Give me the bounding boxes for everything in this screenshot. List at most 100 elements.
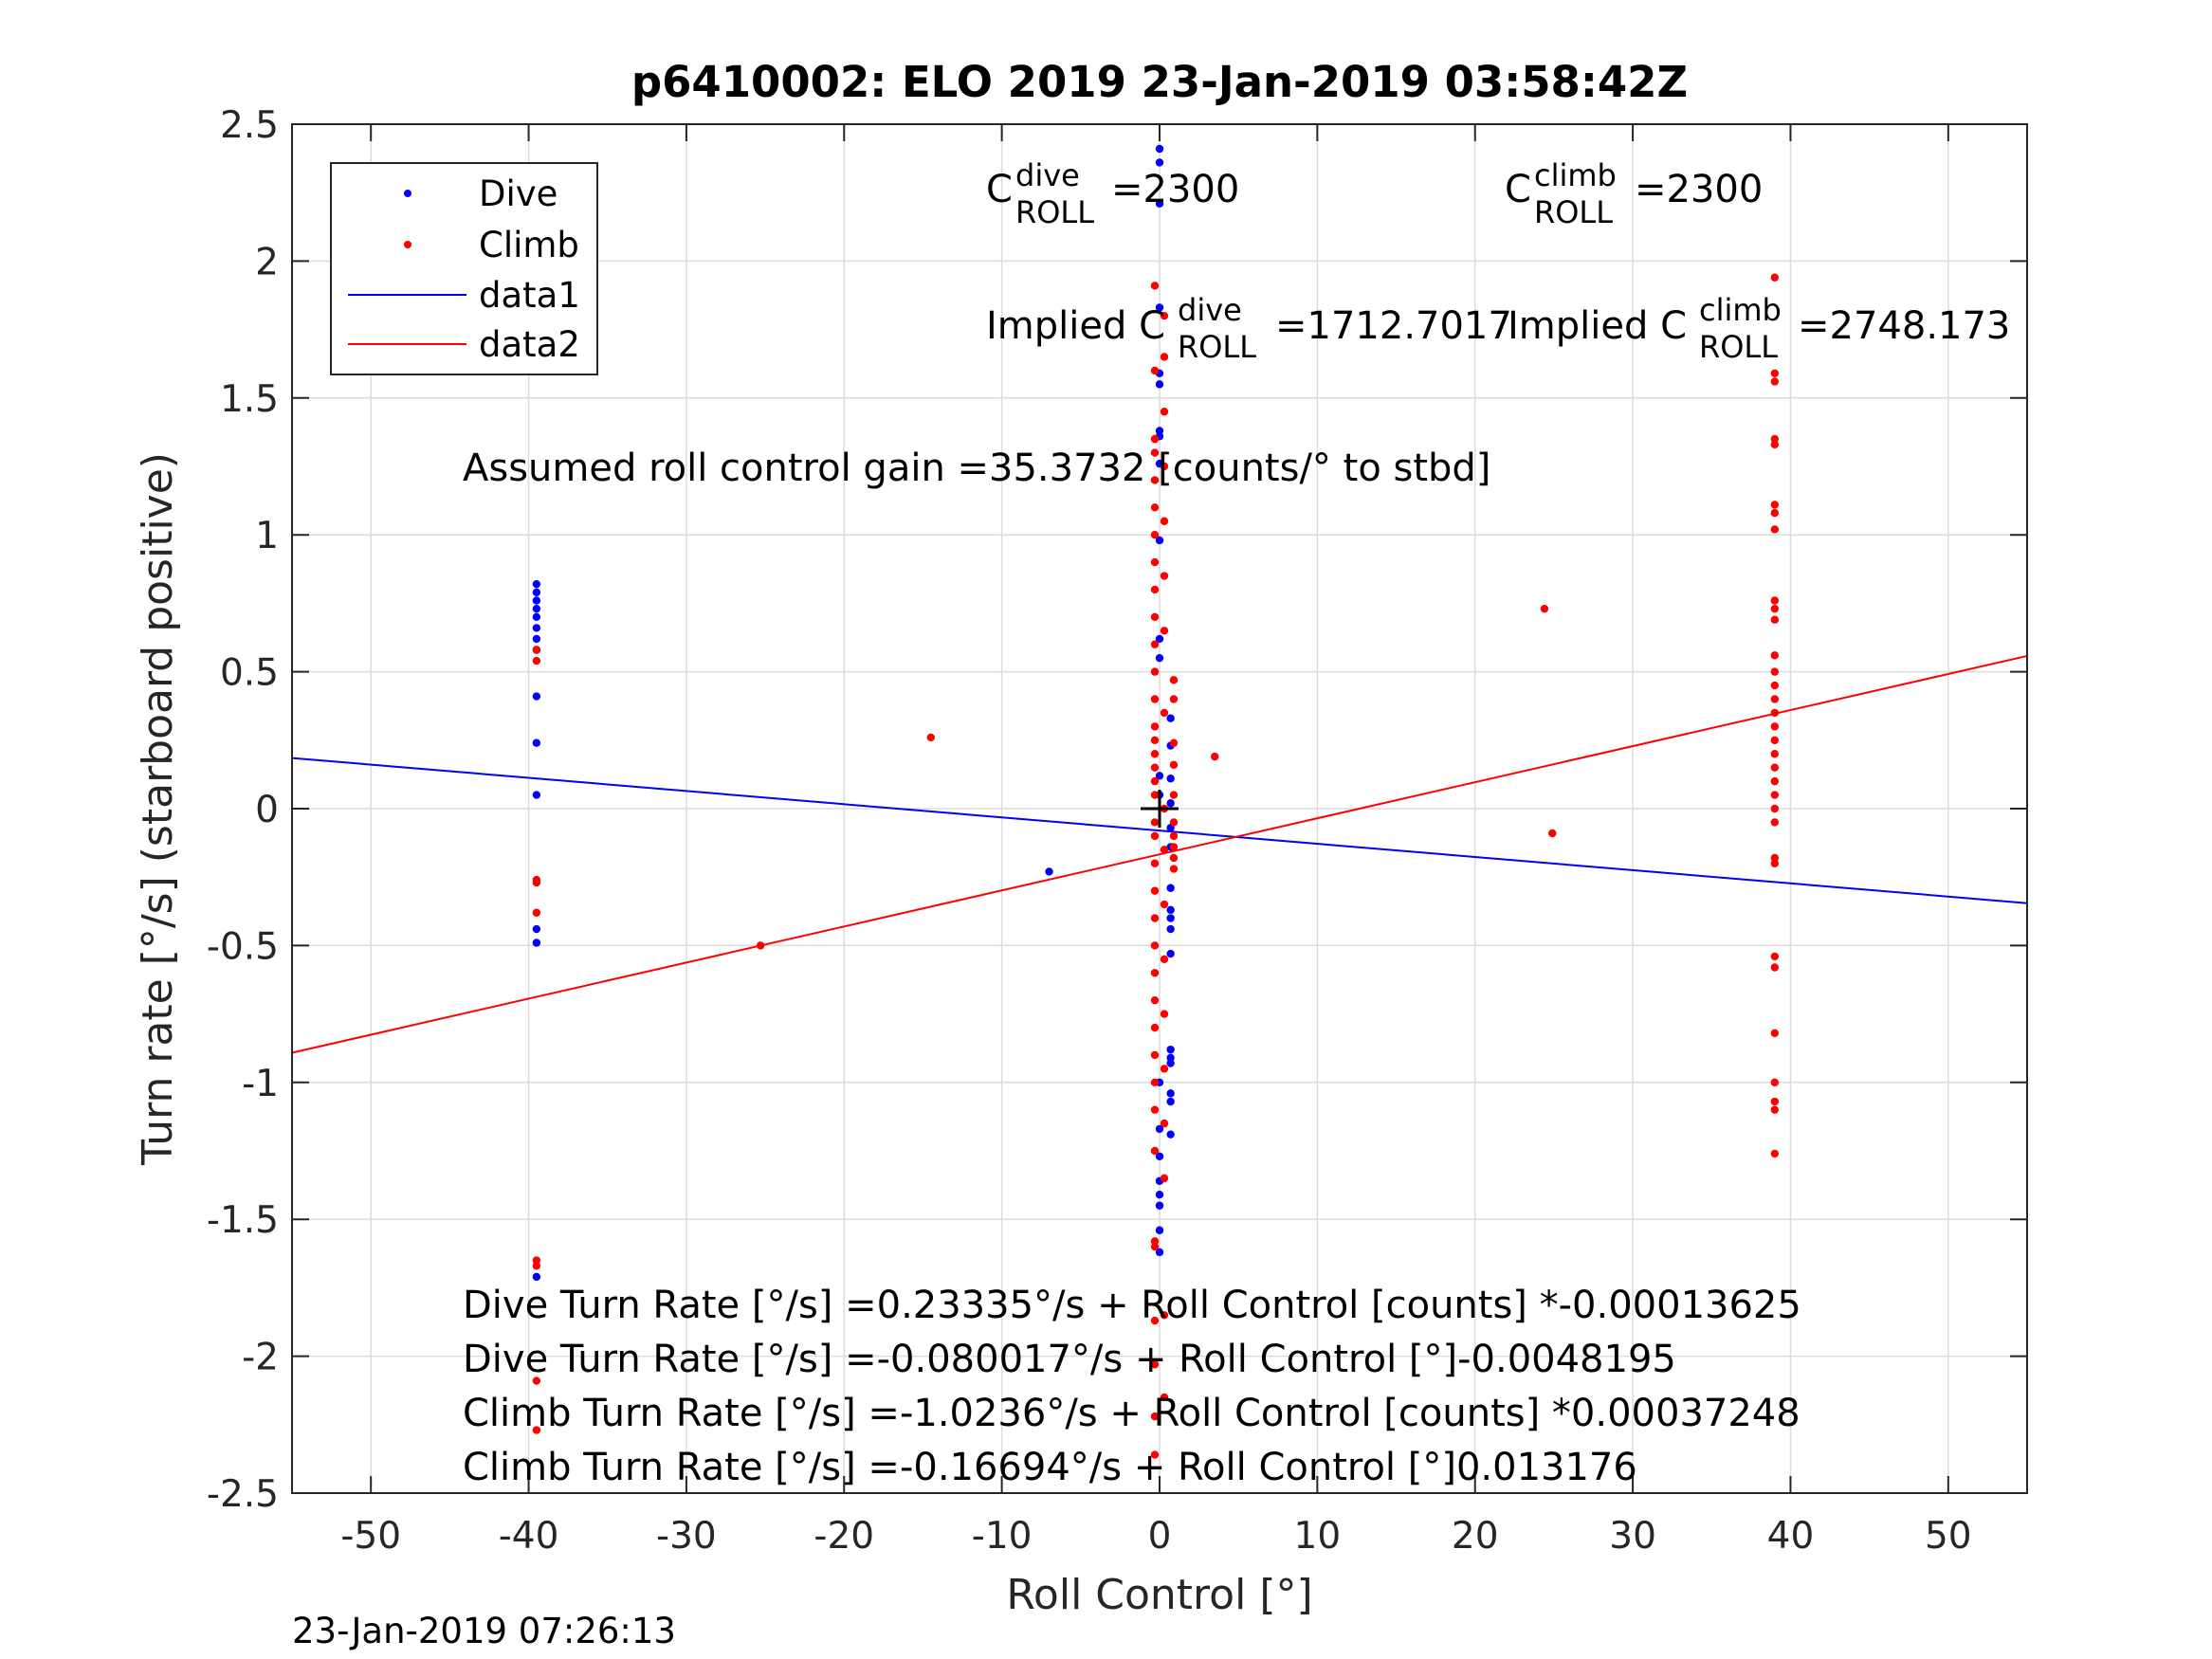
c-dive-sup: dive bbox=[1015, 157, 1080, 193]
point-climb bbox=[1160, 1119, 1169, 1128]
point-climb bbox=[1770, 369, 1780, 378]
point-climb bbox=[1160, 517, 1169, 525]
point-climb bbox=[1160, 462, 1169, 471]
point-climb bbox=[1169, 853, 1179, 863]
point-climb bbox=[1150, 1146, 1160, 1156]
point-climb bbox=[1160, 311, 1169, 320]
point-dive bbox=[1155, 1191, 1164, 1199]
implied-dive-annotation: Implied C dive ROLL =1712.7017 bbox=[986, 292, 1512, 365]
legend: Dive Climb data1 data2 bbox=[330, 162, 598, 375]
point-dive bbox=[1155, 158, 1164, 167]
legend-box bbox=[330, 162, 598, 375]
x-tick-label: 20 bbox=[1452, 1515, 1499, 1558]
point-climb bbox=[1150, 1316, 1160, 1325]
fit-line-data1 bbox=[291, 757, 2028, 904]
point-climb bbox=[1770, 1149, 1780, 1158]
point-climb bbox=[1160, 955, 1169, 964]
point-climb bbox=[1770, 273, 1780, 282]
point-dive bbox=[532, 588, 541, 597]
point-climb bbox=[1770, 1078, 1780, 1087]
origin-marker bbox=[1141, 790, 1179, 828]
point-climb bbox=[1770, 804, 1780, 813]
point-climb bbox=[1150, 969, 1160, 977]
data-points bbox=[532, 144, 1780, 1459]
point-dive bbox=[1155, 199, 1164, 208]
point-climb bbox=[1150, 282, 1160, 290]
point-dive bbox=[532, 624, 541, 632]
point-climb bbox=[1169, 676, 1179, 684]
point-climb bbox=[1150, 366, 1160, 375]
point-climb bbox=[1150, 1023, 1160, 1032]
point-climb bbox=[1150, 557, 1160, 567]
point-climb bbox=[1150, 791, 1160, 799]
implied-climb-prefix: Implied C bbox=[1508, 304, 1687, 348]
point-climb bbox=[1150, 695, 1160, 703]
point-dive bbox=[1166, 1045, 1175, 1054]
point-climb bbox=[1548, 829, 1557, 838]
point-climb bbox=[1169, 831, 1179, 841]
x-tick-label: -30 bbox=[656, 1515, 717, 1558]
point-climb bbox=[1160, 1010, 1169, 1018]
point-dive bbox=[532, 1272, 541, 1282]
svg-text:C: C bbox=[986, 168, 1013, 211]
point-climb bbox=[1150, 585, 1160, 594]
implied-dive-prefix: Implied C bbox=[986, 304, 1165, 348]
point-climb bbox=[1160, 900, 1169, 909]
y-tick-label: 2 bbox=[255, 241, 279, 283]
point-climb bbox=[1770, 952, 1780, 961]
point-dive bbox=[532, 634, 541, 644]
y-tick-label: -1.5 bbox=[207, 1199, 279, 1242]
point-climb bbox=[1770, 377, 1780, 386]
point-climb bbox=[1770, 708, 1780, 718]
point-dive bbox=[532, 596, 541, 605]
y-axis-label: Turn rate [°/s] (starboard positive) bbox=[134, 452, 182, 1166]
point-climb bbox=[1150, 448, 1160, 457]
point-climb bbox=[1770, 440, 1780, 449]
c-climb-value: =2300 bbox=[1635, 168, 1763, 211]
point-climb bbox=[532, 646, 541, 654]
c-dive-base: C bbox=[986, 168, 1013, 211]
point-climb bbox=[1150, 612, 1160, 622]
point-dive bbox=[1155, 1226, 1164, 1234]
point-climb bbox=[1150, 640, 1160, 648]
point-climb bbox=[1160, 627, 1169, 635]
legend-dive-marker bbox=[404, 190, 411, 197]
point-climb bbox=[1770, 651, 1780, 660]
point-dive bbox=[1155, 427, 1164, 435]
point-climb bbox=[1770, 722, 1780, 731]
implied-dive-sub: ROLL bbox=[1178, 329, 1256, 365]
fit-annotation-2: Dive Turn Rate [°/s] =-0.080017°/s + Rol… bbox=[463, 1338, 1676, 1381]
point-climb bbox=[1160, 846, 1169, 854]
point-dive bbox=[1166, 949, 1175, 958]
point-climb bbox=[1770, 615, 1780, 624]
x-axis-label: Roll Control [°] bbox=[1006, 1571, 1312, 1619]
point-dive bbox=[1155, 653, 1164, 663]
point-dive bbox=[1166, 884, 1175, 892]
x-tick-label: -20 bbox=[814, 1515, 874, 1558]
point-dive bbox=[532, 939, 541, 947]
point-climb bbox=[1770, 508, 1780, 518]
point-climb bbox=[1150, 995, 1160, 1005]
point-climb bbox=[1150, 763, 1160, 772]
implied-dive-value: =1712.7017 bbox=[1275, 304, 1512, 348]
point-dive bbox=[1166, 924, 1175, 934]
x-tick-label: 50 bbox=[1925, 1515, 1972, 1558]
point-climb bbox=[1150, 941, 1160, 950]
implied-climb-sub: ROLL bbox=[1699, 329, 1778, 365]
point-climb bbox=[532, 1256, 541, 1265]
c-climb-base: C bbox=[1505, 168, 1531, 211]
point-climb bbox=[1770, 763, 1780, 772]
x-tick-label: 30 bbox=[1609, 1515, 1656, 1558]
point-climb bbox=[1770, 596, 1780, 605]
point-dive bbox=[1166, 1097, 1175, 1106]
point-dive bbox=[1155, 380, 1164, 389]
fit-line-data2 bbox=[291, 654, 2028, 1054]
point-climb bbox=[1150, 750, 1160, 758]
axis-ticks: -50 -40 -30 -20 -10 0 10 20 30 40 50 2.5 2 1.5 1 0.5 0 -0… bbox=[207, 104, 2027, 1558]
point-climb bbox=[1160, 1174, 1169, 1183]
c-climb-sub: ROLL bbox=[1534, 194, 1613, 230]
point-climb bbox=[1150, 1050, 1160, 1060]
point-climb bbox=[1770, 604, 1780, 613]
point-dive bbox=[1155, 536, 1164, 545]
